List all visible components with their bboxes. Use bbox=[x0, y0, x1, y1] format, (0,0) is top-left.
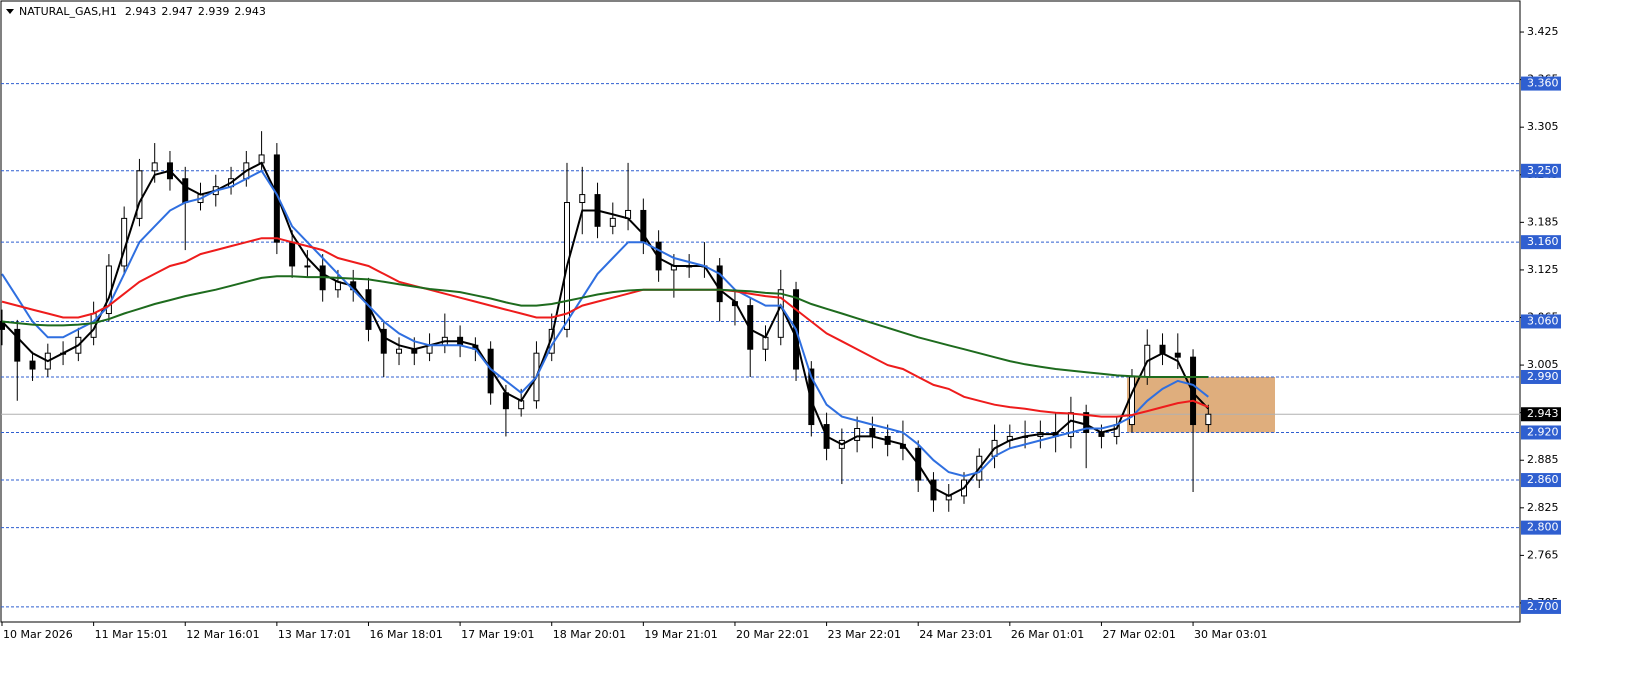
x-tick-label: 20 Mar 22:01 bbox=[736, 628, 809, 641]
level-box bbox=[1521, 76, 1561, 91]
candle-body bbox=[869, 428, 876, 437]
ma-line bbox=[1, 169, 1209, 478]
y-tick-label: 3.125 bbox=[1527, 263, 1559, 276]
level-label: 3.360 bbox=[1527, 77, 1559, 90]
candle-body bbox=[1205, 413, 1212, 426]
level-label: 2.920 bbox=[1527, 425, 1559, 438]
x-tick-label: 11 Mar 15:01 bbox=[95, 628, 168, 641]
candle-body bbox=[1174, 352, 1181, 358]
y-tick-label: 3.305 bbox=[1527, 120, 1559, 133]
candle-body bbox=[777, 289, 784, 338]
level-box bbox=[1521, 369, 1561, 384]
y-tick-label: 3.185 bbox=[1527, 215, 1559, 228]
x-tick-label: 12 Mar 16:01 bbox=[186, 628, 259, 641]
y-tick-label: 2.825 bbox=[1527, 501, 1559, 514]
candle-body bbox=[289, 241, 296, 267]
candle-body bbox=[518, 400, 525, 410]
ma-line bbox=[1, 161, 1210, 498]
candle-body bbox=[716, 265, 723, 303]
level-box bbox=[1521, 314, 1561, 329]
quote-high: 2.947 bbox=[161, 5, 193, 18]
candle-body bbox=[1159, 344, 1166, 354]
y-tick-label: 2.765 bbox=[1527, 548, 1559, 561]
ma-line bbox=[1, 275, 1209, 378]
x-tick-label: 24 Mar 23:01 bbox=[919, 628, 992, 641]
level-box bbox=[1521, 599, 1561, 614]
level-label: 3.250 bbox=[1527, 164, 1559, 177]
quote-low: 2.939 bbox=[198, 5, 230, 18]
level-label: 3.160 bbox=[1527, 235, 1559, 248]
x-tick-label: 16 Mar 18:01 bbox=[369, 628, 442, 641]
candle-body bbox=[14, 328, 21, 362]
candle-body bbox=[258, 154, 265, 164]
level-box bbox=[1521, 520, 1561, 535]
x-tick-label: 18 Mar 20:01 bbox=[553, 628, 626, 641]
candle-body bbox=[502, 392, 509, 410]
quote-close: 2.943 bbox=[234, 5, 266, 18]
quote-open: 2.943 bbox=[125, 5, 157, 18]
plot-frame bbox=[0, 0, 1521, 623]
candle-body bbox=[396, 348, 403, 354]
candle-body bbox=[136, 170, 143, 219]
x-tick-label: 23 Mar 22:01 bbox=[828, 628, 901, 641]
x-tick-label: 17 Mar 19:01 bbox=[461, 628, 534, 641]
y-tick-label: 3.005 bbox=[1527, 358, 1559, 371]
level-box bbox=[1521, 235, 1561, 250]
candle-body bbox=[304, 265, 311, 268]
candle-body bbox=[1083, 412, 1090, 433]
candle-body bbox=[609, 217, 616, 227]
level-label: 2.990 bbox=[1527, 370, 1559, 383]
y-tick-label: 3.425 bbox=[1527, 25, 1559, 38]
candle-body bbox=[151, 162, 158, 172]
candle-body bbox=[762, 336, 769, 350]
candle-body bbox=[380, 328, 387, 354]
symbol: NATURAL_GAS,H1 bbox=[19, 5, 117, 18]
level-box bbox=[1521, 425, 1561, 440]
menu-arrow[interactable] bbox=[6, 9, 14, 14]
x-tick-label: 27 Mar 02:01 bbox=[1102, 628, 1175, 641]
ma-line bbox=[1, 237, 1209, 418]
price-label: 2.943 bbox=[1527, 407, 1559, 420]
level-label: 2.700 bbox=[1527, 600, 1559, 613]
y-tick-label: 2.885 bbox=[1527, 453, 1559, 466]
level-box bbox=[1521, 473, 1561, 488]
x-tick-label: 10 Mar 2026 bbox=[3, 628, 73, 641]
header: NATURAL_GAS,H1 2.943 2.947 2.939 2.943 bbox=[19, 5, 266, 18]
candle-body bbox=[182, 178, 189, 204]
x-tick-label: 26 Mar 01:01 bbox=[1011, 628, 1084, 641]
level-box bbox=[1521, 163, 1561, 178]
plot-layer bbox=[0, 83, 1520, 608]
x-tick-label: 13 Mar 17:01 bbox=[278, 628, 351, 641]
level-label: 3.060 bbox=[1527, 314, 1559, 327]
candle-body bbox=[854, 428, 861, 441]
candle-body bbox=[29, 360, 36, 370]
candle-body bbox=[655, 241, 662, 271]
x-tick-label: 19 Mar 21:01 bbox=[644, 628, 717, 641]
level-label: 2.860 bbox=[1527, 473, 1559, 486]
price-box bbox=[1521, 407, 1561, 422]
candle-body bbox=[579, 194, 586, 204]
x-tick-label: 30 Mar 03:01 bbox=[1194, 628, 1267, 641]
level-label: 2.800 bbox=[1527, 521, 1559, 534]
